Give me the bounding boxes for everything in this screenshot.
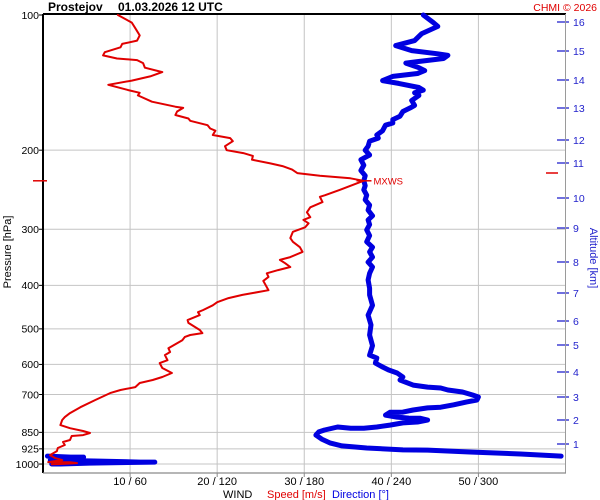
altitude-tick-label: 12 — [573, 135, 585, 147]
speed-curve — [47, 14, 365, 466]
mxws-label: MXWS — [373, 176, 403, 187]
altitude-axis-title: Altitude [km] — [587, 228, 599, 289]
altitude-tick-label: 4 — [573, 367, 579, 379]
direction-curve — [44, 12, 564, 467]
copyright-label: CHMI © 2026 — [533, 2, 597, 14]
altitude-tick-label: 11 — [573, 158, 584, 170]
altitude-tick-label: 3 — [573, 392, 579, 404]
pressure-tick-label: 200 — [21, 145, 39, 157]
pressure-tick-label: 1000 — [16, 459, 40, 471]
pressure-tick-label: 700 — [21, 389, 39, 401]
pressure-tick-label: 400 — [21, 280, 39, 292]
altitude-tick-label: 7 — [573, 288, 579, 300]
altitude-tick-label: 2 — [573, 415, 579, 427]
altitude-tick-label: 13 — [573, 103, 585, 115]
speed-legend-label: Speed [m/s] — [267, 489, 326, 500]
wind-tick-label: 40 / 240 — [371, 476, 411, 488]
wind-tick-label: 20 / 120 — [197, 476, 237, 488]
direction-legend-label: Direction [°] — [332, 489, 389, 500]
pressure-tick-label: 850 — [21, 427, 39, 439]
wind-legend-label: WIND — [223, 489, 252, 500]
wind-tick-label: 30 / 180 — [284, 476, 324, 488]
altitude-tick-label: 1 — [573, 439, 579, 451]
altitude-tick-label: 15 — [573, 46, 585, 58]
pressure-tick-label: 300 — [21, 224, 39, 236]
altitude-tick-label: 8 — [573, 257, 579, 269]
wind-tick-label: 50 / 300 — [459, 476, 499, 488]
altitude-tick-label: 6 — [573, 316, 579, 328]
wind-tick-label: 10 / 60 — [113, 476, 147, 488]
pressure-tick-label: 600 — [21, 359, 39, 371]
altitude-tick-label: 10 — [573, 193, 585, 205]
pressure-tick-label: 500 — [21, 324, 39, 336]
altitude-tick-label: 14 — [573, 75, 585, 87]
datetime-title: 01.03.2026 12 UTC — [118, 0, 223, 14]
station-title: Prostejov — [48, 0, 103, 14]
altitude-tick-label: 16 — [573, 17, 585, 29]
pressure-tick-label: 100 — [21, 10, 39, 22]
pressure-axis-title: Pressure [hPa] — [2, 216, 14, 289]
pressure-tick-label: 925 — [21, 444, 39, 456]
altitude-tick-label: 5 — [573, 340, 579, 352]
altitude-tick-label: 9 — [573, 223, 579, 235]
